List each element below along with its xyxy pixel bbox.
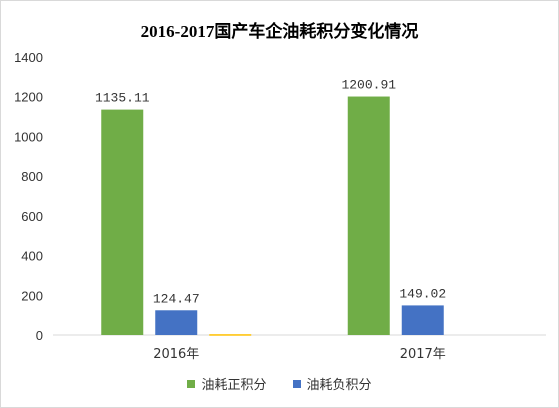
y-tick-label: 1400 (14, 50, 43, 65)
bar-1-1 (401, 305, 444, 335)
legend-swatch-positive (187, 379, 196, 388)
y-tick-label: 0 (36, 328, 43, 343)
legend-item-negative: 油耗负积分 (292, 374, 372, 393)
legend-label-positive: 油耗正积分 (201, 378, 267, 393)
x-tick-label: 2017年 (400, 347, 446, 362)
y-tick-label: 1000 (14, 129, 43, 144)
chart-legend: 油耗正积分 油耗负积分 (1, 374, 558, 393)
x-tick-label: 2016年 (153, 347, 199, 362)
legend-label-negative: 油耗负积分 (306, 378, 372, 393)
y-tick-label: 1200 (14, 90, 43, 105)
chart-plot: 0 200 400 600 800 1000 1200 1400 1135.11 124.47 20… (14, 50, 546, 362)
data-label: 149.02 (399, 286, 446, 301)
legend-item-positive: 油耗正积分 (187, 374, 267, 393)
bar-0-2 (209, 334, 252, 336)
legend-swatch-negative (292, 379, 301, 388)
data-label: 1200.91 (341, 78, 396, 93)
bar-0-0 (101, 109, 144, 336)
data-label: 124.47 (153, 291, 200, 306)
chart-title: 2016-2017国产车企油耗积分变化情况 (140, 22, 419, 41)
bar-0-1 (155, 310, 198, 335)
y-tick-label: 800 (21, 169, 43, 184)
y-tick-label: 200 (21, 288, 43, 303)
y-tick-label: 400 (21, 249, 43, 264)
y-tick-label: 600 (21, 209, 43, 224)
bar-1-0 (347, 96, 390, 335)
data-label: 1135.11 (95, 91, 150, 106)
